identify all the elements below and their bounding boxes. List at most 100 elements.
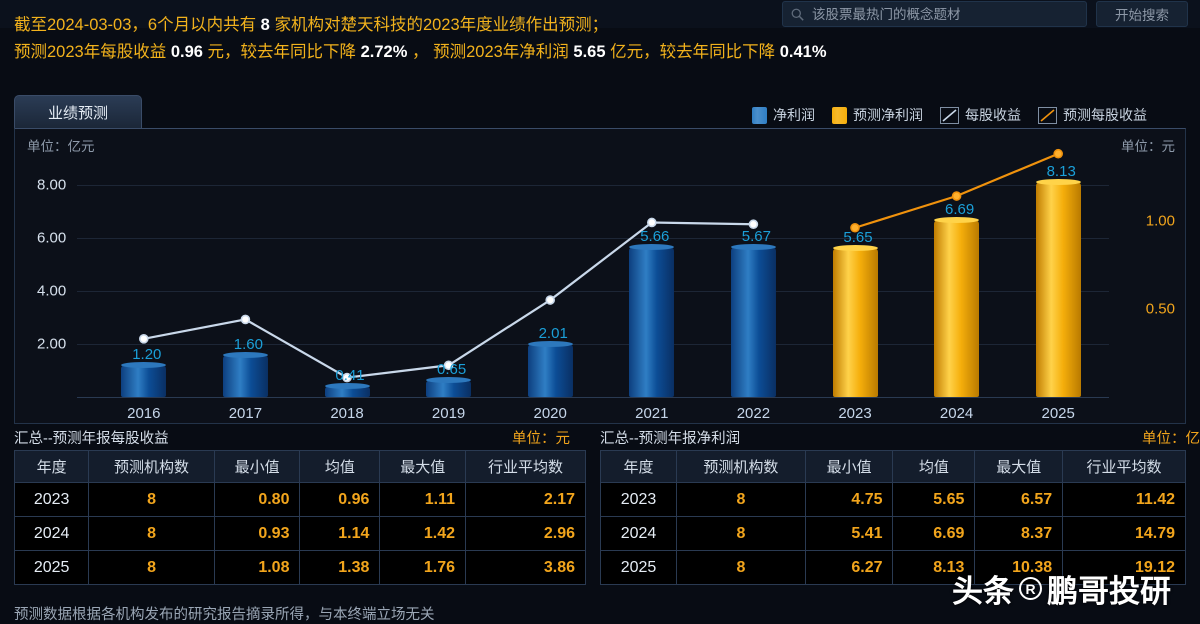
chart-bar[interactable]	[629, 244, 675, 397]
table-cell-year: 2024	[599, 516, 678, 551]
table-cell-year: 2023	[13, 482, 90, 517]
start-search-button[interactable]: 开始搜索	[1096, 1, 1188, 27]
table-column-header[interactable]: 年度	[13, 450, 90, 483]
legend-item-4[interactable]: 预测每股收益	[1038, 105, 1147, 125]
watermark-right: 鹏哥投研	[1047, 574, 1171, 609]
chart-bar[interactable]	[121, 362, 167, 397]
bar-cap	[832, 244, 878, 251]
legend-item-2[interactable]: 预测净利润	[832, 105, 923, 125]
legend-bar-swatch	[752, 106, 767, 124]
headline: 截至2024-03-03，6个月以内共有 8 家机构对楚天科技的2023年度业绩…	[14, 12, 827, 66]
bar-value-label: 0.65	[436, 360, 467, 378]
table-cell-value: 8.37	[974, 516, 1064, 551]
bar-value-label: 2.01	[538, 324, 568, 342]
table-column-header[interactable]: 预测机构数	[88, 450, 215, 483]
watermark-left: 头条	[952, 574, 1014, 609]
table-cell-value: 0.93	[213, 516, 301, 551]
x-axis-tick: 2020	[533, 405, 567, 422]
table-cell-value: 6.69	[892, 516, 976, 551]
headline-profit-value: 5.65	[573, 43, 606, 61]
table-cell-value: 11.42	[1062, 482, 1186, 517]
chart-bar[interactable]	[527, 340, 573, 397]
table-cell-value: 0.80	[213, 482, 301, 517]
x-axis-tick: 2023	[838, 405, 872, 422]
headline-eps-mid: 元，较去年同比下降	[207, 43, 357, 61]
chart-bar[interactable]	[832, 244, 878, 397]
watermark: 头条 R 鹏哥投研	[952, 566, 1171, 611]
table-column-header[interactable]: 最小值	[213, 450, 301, 483]
headline-l1-pre: 截至2024-03-03，6个月以内共有	[14, 16, 257, 34]
bar-value-label: 5.65	[843, 228, 873, 246]
y-axis-tick-left: 6.00	[37, 229, 67, 247]
table-row[interactable]: 2024 8 5.41 6.69 8.37 14.79	[599, 516, 1186, 551]
headline-eps-value: 0.96	[170, 43, 203, 61]
table-cell-value: 6.27	[804, 550, 894, 585]
search-box[interactable]	[782, 1, 1087, 27]
top-bar: 开始搜索	[0, 0, 1200, 28]
tab-performance-forecast[interactable]: 业绩预测	[14, 95, 142, 128]
table-column-header[interactable]: 年度	[599, 450, 678, 483]
legend-label: 每股收益	[965, 107, 1021, 123]
table-cell-value: 5.41	[804, 516, 894, 551]
chart-bar[interactable]	[934, 217, 980, 397]
chart-unit-right: 单位：元	[1121, 139, 1175, 154]
legend-item-1[interactable]: 净利润	[752, 105, 815, 125]
bar-cap	[629, 244, 675, 251]
table-cell-year: 2025	[13, 550, 90, 585]
chart-bar[interactable]	[324, 383, 370, 397]
table-column-header[interactable]: 均值	[892, 450, 976, 483]
bar-value-label: 5.67	[741, 228, 771, 246]
table-column-header[interactable]: 预测机构数	[676, 450, 806, 483]
y-axis-tick-left: 4.00	[37, 282, 67, 300]
table-cell-year: 2023	[599, 482, 678, 517]
table-cell-value: 1.76	[379, 550, 467, 585]
legend-line-swatch	[1038, 106, 1057, 124]
bar-cap	[730, 244, 776, 251]
eps-table-unit: 单位：元	[512, 431, 570, 447]
y-axis-tick-left: 8.00	[37, 176, 67, 194]
table-row[interactable]: 2023 8 0.80 0.96 1.11 2.17	[13, 482, 586, 517]
table-row[interactable]: 2025 8 1.08 1.38 1.76 3.86	[13, 550, 586, 585]
chart-plot-area: 8.00 6.00 4.00 2.00 1.00 0.50 1.20 1.60 0.41 0.65…	[15, 129, 1187, 425]
table-cell-value: 14.79	[1062, 516, 1186, 551]
bar-cap	[121, 362, 167, 369]
table-row[interactable]: 2024 8 0.93 1.14 1.42 2.96	[13, 516, 586, 551]
x-axis-tick: 2016	[127, 405, 161, 422]
table-cell-value: 1.11	[379, 482, 467, 517]
table-column-header[interactable]: 最大值	[974, 450, 1064, 483]
chart-bar[interactable]	[1035, 179, 1081, 397]
table-cell-value: 0.96	[299, 482, 381, 517]
table-cell-year: 2025	[599, 550, 678, 585]
headline-line-2: 预测2023年每股收益 0.96 元，较去年同比下降 2.72% ， 预测202…	[14, 39, 827, 66]
table-row[interactable]: 2023 8 4.75 5.65 6.57 11.42	[599, 482, 1186, 517]
summary-tables: 汇总--预测年报每股收益 单位：元 年度 预测机构数 最小值 均值 最大值 行业平均数 20…	[0, 424, 1200, 618]
headline-profit-label: ， 预测2023年净利润	[412, 43, 569, 61]
chart-bar[interactable]	[222, 351, 268, 397]
search-input[interactable]	[812, 6, 1078, 22]
table-column-header[interactable]: 行业平均数	[465, 450, 586, 483]
chart-bar[interactable]	[730, 244, 776, 397]
bar-cap	[1035, 179, 1081, 186]
bar-cap	[222, 351, 268, 358]
chart-bar[interactable]	[426, 376, 472, 397]
table-row[interactable]: 2025 8 6.27 8.13 10.38 19.12	[599, 550, 1186, 585]
legend-item-3[interactable]: 每股收益	[940, 105, 1021, 125]
forecast-chart: 单位：亿元 单位：元 8.00 6.00 4.00 2.00 1.00 0.50 1.20 1…	[14, 128, 1186, 424]
x-axis-line	[77, 397, 1109, 398]
bar-value-label: 8.13	[1046, 163, 1076, 180]
table-column-header[interactable]: 均值	[299, 450, 381, 483]
table-column-header[interactable]: 行业平均数	[1062, 450, 1186, 483]
x-axis-tick: 2018	[330, 405, 364, 422]
table-cell-value: 1.42	[379, 516, 467, 551]
table-column-header[interactable]: 最小值	[804, 450, 894, 483]
table-cell-value: 2.17	[465, 482, 586, 517]
table-column-header[interactable]: 最大值	[379, 450, 467, 483]
table-header-row: 年度 预测机构数 最小值 均值 最大值 行业平均数	[599, 450, 1186, 483]
chart-legend: 净利润 预测净利润 每股收益 预测每股收益	[752, 104, 1147, 126]
footnote: 预测数据根据各机构发布的研究报告摘录所得，与本终端立场无关	[14, 607, 435, 623]
bar-cap	[426, 376, 472, 383]
bar-value-label: 0.41	[335, 367, 365, 385]
bar-value-label: 1.60	[233, 335, 263, 353]
gridline	[77, 238, 1109, 240]
bar-cap	[324, 383, 370, 390]
